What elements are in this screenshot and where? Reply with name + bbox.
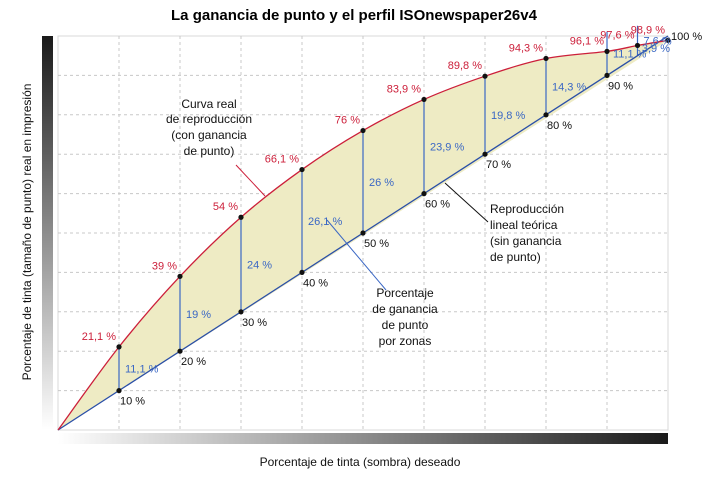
data-points (116, 37, 671, 394)
dot-gain-label: 3,9 % (642, 43, 670, 55)
value-labels: 21,1 % 39 % 54 % 66,1 % 76 % 83,9 % 89,8 % 94,3… (82, 24, 703, 407)
x-gradient-bar (58, 433, 668, 444)
annotation-leaders (235, 164, 489, 291)
real-curve-label: 94,3 % (509, 42, 543, 54)
y-gradient-bar (42, 36, 53, 430)
x-tick-label: 90 % (608, 80, 633, 92)
zones-leader (326, 219, 387, 291)
real-curve-label: 96,1 % (570, 35, 604, 47)
real-curve-point (665, 37, 671, 43)
annotation-real-curve-line-4: de punto) (184, 144, 235, 158)
real-curve-point (238, 214, 244, 220)
annotation-linear-line-3: (sin ganancia (490, 234, 562, 248)
real-curve-label: 98,9 % (631, 24, 665, 36)
real-curve-point (482, 73, 488, 79)
dot-gain-label: 11,1 % (125, 364, 159, 376)
x-tick-label: 80 % (547, 120, 572, 132)
linear-point (421, 191, 427, 197)
annotation-zones: Porcentaje de ganancia de punto por zona… (372, 286, 438, 348)
x-tick-label: 60 % (425, 199, 450, 211)
linear-leader (444, 182, 489, 223)
dot-gain-label: 23,9 % (430, 142, 464, 154)
real-curve-leader (235, 164, 266, 197)
x-axis-label: Porcentaje de tinta (sombra) deseado (260, 455, 461, 469)
dot-gain-label: 26,1 % (308, 216, 342, 228)
real-curve-point (116, 344, 122, 350)
real-curve-point (543, 55, 549, 62)
linear-point (482, 151, 488, 157)
y-axis-label: Porcentaje de tinta (tamaño de punto) re… (20, 84, 34, 381)
real-curve-point (421, 96, 427, 103)
real-curve-point (177, 273, 183, 279)
real-curve-label: 66,1 % (265, 154, 299, 166)
dot-gain-label: 19,8 % (491, 110, 525, 122)
real-curve-point (299, 166, 305, 173)
linear-point (543, 112, 549, 118)
real-curve-label: 21,1 % (82, 331, 116, 343)
annotation-real-curve-line-3: (con ganancia (171, 128, 247, 142)
annotation-linear: Reproducción lineal teórica (sin gananci… (490, 202, 564, 264)
real-curve-label: 76 % (335, 115, 360, 127)
annotation-real-curve-line-2: de reproducción (166, 112, 252, 126)
dot-gain-label: 14,3 % (552, 82, 586, 94)
real-curve-label: 39 % (152, 260, 177, 272)
annotation-zones-line-2: de ganancia (372, 302, 438, 316)
x-tick-label: 50 % (364, 238, 389, 250)
dot-gain-label: 24 % (247, 260, 272, 272)
annotation-zones-line-1: Porcentaje (376, 286, 434, 300)
x-tick-label: 20 % (181, 356, 206, 368)
x-tick-label: 40 % (303, 277, 328, 289)
real-curve-label: 83,9 % (387, 83, 421, 95)
real-curve-point (360, 127, 366, 134)
annotation-real-curve: Curva real de reproducción (con ganancia… (166, 97, 252, 158)
linear-point (116, 388, 122, 394)
real-curve-point (604, 48, 610, 54)
dot-gain-label: 19 % (186, 309, 211, 321)
linear-point (238, 309, 244, 315)
dot-gain-label: 11,1 % (613, 49, 647, 61)
linear-point (360, 230, 366, 236)
dot-gain-label: 26 % (369, 177, 394, 189)
x-tick-label: 70 % (486, 159, 511, 171)
annotation-zones-line-4: por zonas (379, 334, 432, 348)
dot-gain-label: 7,6 % (644, 36, 672, 48)
annotation-zones-line-3: de punto (382, 318, 429, 332)
annotation-linear-line-1: Reproducción (490, 202, 564, 216)
real-curve-label: 89,8 % (448, 60, 482, 72)
linear-point (299, 269, 305, 275)
real-curve-label: 97,6 % (600, 29, 634, 41)
x-tick-label: 30 % (242, 317, 267, 329)
real-curve-label: 54 % (213, 201, 238, 213)
annotation-linear-line-4: de punto) (490, 250, 541, 264)
annotation-linear-line-2: lineal teórica (490, 218, 558, 232)
end-label: 100 % (671, 31, 702, 43)
x-tick-label: 10 % (120, 396, 145, 408)
chart-title: La ganancia de punto y el perfil ISOnews… (171, 7, 538, 24)
real-curve-point (634, 42, 641, 49)
linear-point (604, 72, 610, 78)
linear-point (177, 348, 183, 354)
annotation-real-curve-line-1: Curva real (181, 97, 236, 111)
